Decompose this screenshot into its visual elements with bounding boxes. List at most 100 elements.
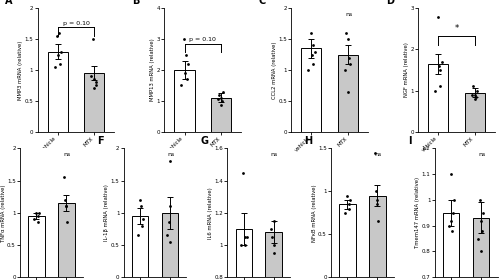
Point (473, 88, 481, 93)
Y-axis label: TNFα mRNA (relative): TNFα mRNA (relative) (0, 184, 5, 242)
Bar (174, 70, 195, 132)
Point (436, 84, 444, 89)
Bar (443, 213, 460, 280)
Point (308, 52, 316, 57)
Bar (369, 196, 386, 277)
Text: ns: ns (167, 152, 174, 157)
Point (139, 217, 147, 221)
Point (62, 204, 70, 209)
Point (444, 223, 452, 228)
Text: ns: ns (346, 12, 352, 17)
Point (56, 31, 64, 35)
Bar (428, 64, 448, 132)
Point (344, 89, 352, 94)
Point (450, 198, 458, 202)
Point (372, 189, 380, 193)
Text: ns: ns (271, 152, 278, 157)
Point (240, 170, 248, 175)
Point (166, 204, 174, 209)
Bar (84, 73, 104, 132)
Point (53, 34, 61, 38)
Point (134, 233, 141, 237)
Point (62, 220, 70, 225)
Point (371, 150, 379, 155)
Point (438, 60, 446, 64)
Text: C: C (259, 0, 266, 6)
Y-axis label: NFκB mRNA (relative): NFκB mRNA (relative) (312, 184, 316, 242)
Point (60, 175, 68, 180)
Point (307, 31, 315, 35)
Point (238, 243, 246, 247)
Point (268, 235, 276, 239)
Point (345, 202, 353, 206)
Point (54, 52, 62, 57)
Point (344, 37, 352, 41)
Point (447, 172, 455, 176)
Point (472, 94, 480, 99)
Bar (302, 48, 322, 132)
Point (217, 95, 225, 100)
Point (449, 211, 457, 215)
Text: ns: ns (64, 152, 70, 157)
Text: H: H (304, 136, 312, 146)
Text: A: A (5, 0, 12, 6)
Bar (236, 229, 252, 280)
Y-axis label: IL6 mRNA (relative): IL6 mRNA (relative) (208, 187, 213, 239)
Text: *: * (454, 24, 458, 33)
Text: p = 0.10: p = 0.10 (62, 21, 90, 26)
Point (267, 227, 275, 231)
Point (448, 228, 456, 233)
Y-axis label: Tmem147 mRNA (relative): Tmem147 mRNA (relative) (416, 177, 420, 248)
Point (434, 14, 442, 19)
Point (477, 249, 485, 254)
Point (88, 37, 96, 41)
Point (309, 43, 317, 48)
Y-axis label: MMP3 mRNA (relative): MMP3 mRNA (relative) (18, 40, 23, 100)
Point (270, 243, 278, 247)
Point (182, 77, 190, 81)
Point (436, 68, 444, 72)
Point (345, 206, 353, 211)
Point (469, 84, 477, 89)
Point (242, 235, 250, 239)
Point (34, 220, 42, 225)
Text: F: F (98, 136, 104, 146)
Y-axis label: MMP13 mRNA (relative): MMP13 mRNA (relative) (150, 39, 156, 101)
Bar (132, 216, 148, 277)
Point (374, 198, 382, 202)
Point (343, 193, 351, 198)
Point (474, 236, 482, 241)
Text: ns: ns (478, 152, 486, 157)
Point (90, 77, 98, 81)
Point (346, 62, 354, 66)
Point (270, 219, 278, 223)
Point (34, 214, 42, 218)
Point (341, 211, 349, 215)
Point (434, 64, 442, 68)
Point (346, 55, 354, 60)
Point (62, 204, 70, 209)
Bar (28, 216, 44, 277)
Y-axis label: NGF mRNA (relative): NGF mRNA (relative) (404, 43, 409, 97)
Point (164, 220, 172, 225)
Point (310, 62, 318, 66)
Bar (266, 232, 282, 280)
Point (342, 31, 350, 35)
Point (178, 83, 186, 88)
Point (181, 71, 189, 75)
Bar (162, 213, 178, 277)
Point (477, 218, 485, 223)
Point (57, 49, 65, 54)
Point (241, 243, 249, 247)
Point (374, 219, 382, 224)
Point (471, 92, 479, 97)
Text: I: I (408, 136, 412, 146)
Point (216, 92, 224, 97)
Point (87, 74, 95, 78)
Point (218, 99, 226, 103)
Point (341, 68, 349, 72)
Text: D: D (386, 0, 394, 6)
Bar (339, 204, 355, 277)
Point (479, 211, 487, 215)
Bar (58, 203, 74, 277)
